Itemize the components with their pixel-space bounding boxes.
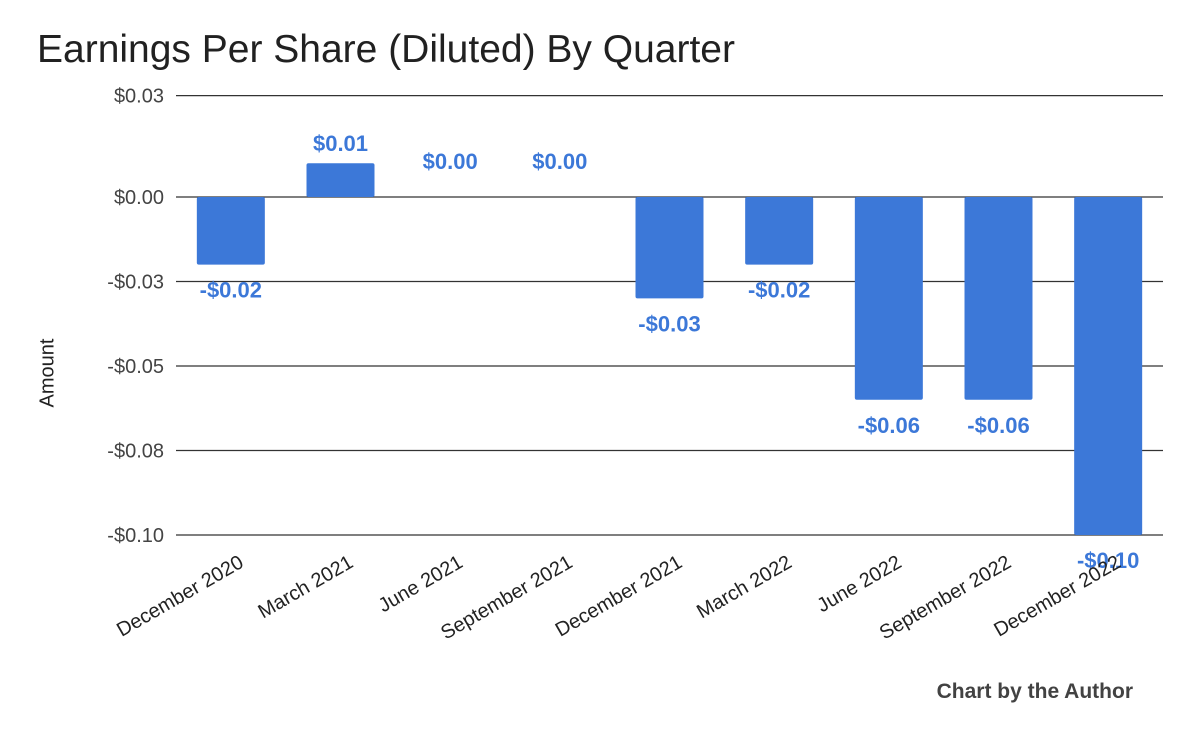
bar	[964, 197, 1033, 400]
data-label: $0.00	[532, 149, 587, 174]
x-tick-label: June 2022	[813, 551, 905, 617]
data-label: -$0.10	[1077, 548, 1139, 573]
y-tick-label: -$0.08	[107, 441, 164, 463]
bar	[1074, 197, 1143, 535]
x-tick-label: March 2021	[255, 551, 357, 623]
y-tick-label: -$0.10	[107, 525, 164, 547]
data-label: -$0.03	[638, 311, 700, 336]
data-label: $0.01	[313, 131, 368, 156]
y-tick-label: -$0.05	[107, 356, 164, 378]
data-label: -$0.06	[967, 413, 1029, 438]
bar	[854, 197, 923, 400]
y-tick-label: -$0.03	[107, 272, 164, 294]
bar	[635, 197, 704, 299]
bar	[745, 197, 814, 265]
data-label: -$0.02	[200, 278, 262, 303]
data-label: $0.00	[423, 149, 478, 174]
y-tick-label: $0.00	[114, 187, 164, 209]
x-tick-label: March 2022	[693, 551, 795, 623]
chart-title: Earnings Per Share (Diluted) By Quarter	[37, 28, 735, 71]
data-label: -$0.02	[748, 278, 810, 303]
y-tick-label: $0.03	[114, 86, 164, 108]
x-tick-label: June 2021	[375, 551, 467, 617]
bar	[196, 197, 265, 265]
bar	[306, 163, 375, 197]
x-tick-label: December 2020	[113, 551, 247, 641]
data-label: -$0.06	[858, 413, 920, 438]
chart-credit: Chart by the Author	[936, 680, 1133, 703]
